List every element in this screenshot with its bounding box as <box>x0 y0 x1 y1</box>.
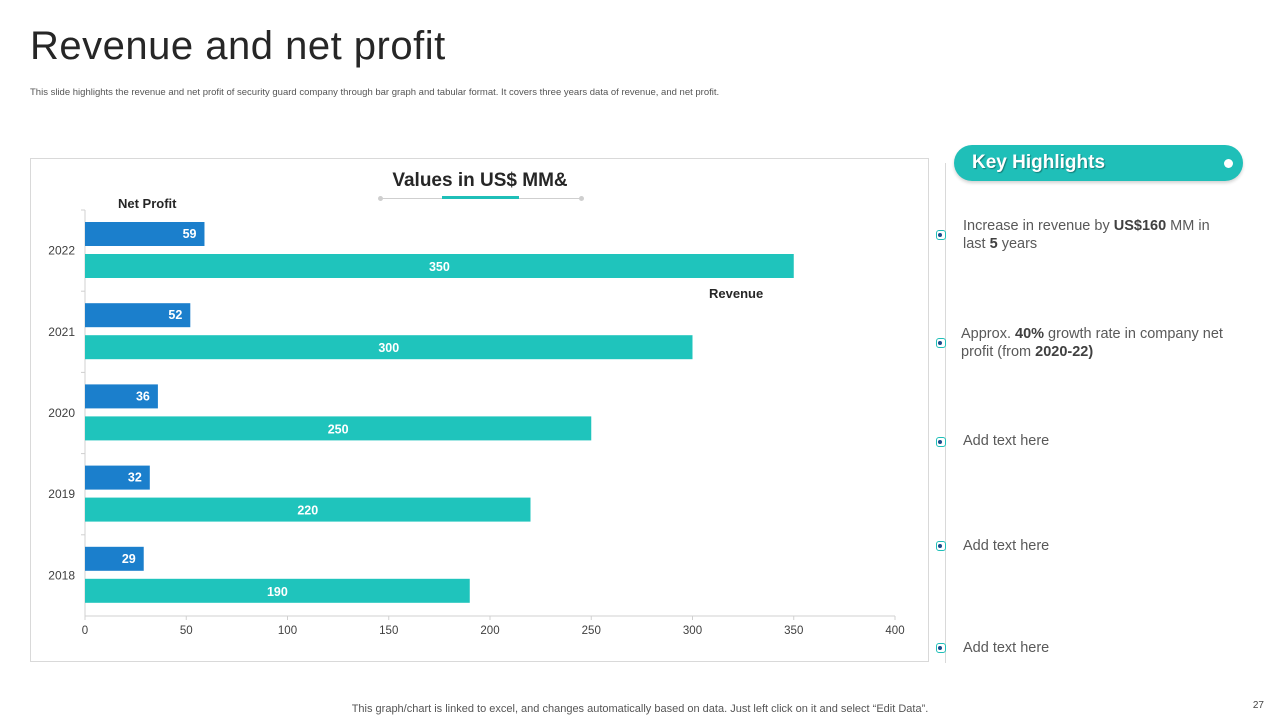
x-tick-label: 350 <box>784 625 803 637</box>
net-profit-data-label: 32 <box>128 471 142 485</box>
net-profit-data-label: 59 <box>183 227 197 241</box>
net-profit-series-label: Net Profit <box>118 196 177 211</box>
footer-note: This graph/chart is linked to excel, and… <box>351 703 929 715</box>
net-profit-bar <box>85 303 191 328</box>
page-subtitle: This slide highlights the revenue and ne… <box>30 87 720 98</box>
revenue-bar <box>85 416 592 441</box>
bar-chart[interactable]: 0 50 100 150 200 250 300 350 400 2022 59 350 2021 52 3… <box>30 158 929 662</box>
revenue-bar <box>85 254 794 278</box>
x-tick-label: 300 <box>683 625 702 637</box>
revenue-data-label: 250 <box>328 422 349 436</box>
rule-dot-left <box>378 196 383 201</box>
net-profit-bar <box>85 222 205 246</box>
x-tick-label: 250 <box>582 625 601 637</box>
net-profit-bar <box>85 465 150 490</box>
category-label: 2020 <box>48 406 75 420</box>
dot-icon <box>1224 159 1233 168</box>
revenue-bar <box>85 578 470 603</box>
x-tick-label: 150 <box>379 625 398 637</box>
bullet-icon <box>936 643 946 653</box>
bullet-icon <box>936 338 946 348</box>
revenue-data-label: 300 <box>378 341 399 355</box>
category-label: 2019 <box>48 487 75 501</box>
net-profit-bar <box>85 384 158 409</box>
rule-dot-right <box>579 196 584 201</box>
revenue-bar <box>85 497 531 522</box>
key-highlights-label: Key Highlights <box>972 152 1106 173</box>
highlight-item-3: Add text here <box>963 433 1050 449</box>
category-label: 2022 <box>48 244 75 258</box>
net-profit-data-label: 52 <box>168 308 182 322</box>
revenue-data-label: 190 <box>267 585 288 599</box>
page-title: Revenue and net profit <box>30 24 446 68</box>
revenue-data-label: 350 <box>429 260 450 274</box>
chart-title-accent <box>442 196 519 199</box>
highlight-item-1: Increase in revenue by US$160 MM in last… <box>963 218 1210 252</box>
highlight-item-4: Add text here <box>963 538 1050 554</box>
x-tick-label: 100 <box>278 625 297 637</box>
net-profit-data-label: 36 <box>136 389 150 403</box>
bullet-icon <box>936 541 946 551</box>
bullet-icon <box>936 437 946 447</box>
chart-frame[interactable] <box>30 158 929 662</box>
highlights-divider <box>945 163 946 663</box>
category-label: 2018 <box>48 568 75 582</box>
highlight-item-5: Add text here <box>963 640 1050 656</box>
highlight-item-2: Approx. 40% growth rate in company net p… <box>961 326 1223 360</box>
net-profit-bar <box>85 546 144 571</box>
x-tick-label: 400 <box>885 625 904 637</box>
bullet-icon <box>936 230 946 240</box>
key-highlights-header: Key Highlights <box>954 145 1243 181</box>
x-tick-label: 50 <box>180 625 193 637</box>
chart-title: Values in US$ MM& <box>392 170 568 191</box>
revenue-data-label: 220 <box>297 504 318 518</box>
revenue-series-label: Revenue <box>709 286 763 301</box>
x-tick-label: 0 <box>82 625 88 637</box>
revenue-bar <box>85 335 693 360</box>
x-tick-label: 200 <box>480 625 499 637</box>
category-label: 2021 <box>48 325 75 339</box>
page-number: 27 <box>1252 700 1264 711</box>
net-profit-data-label: 29 <box>122 552 136 566</box>
